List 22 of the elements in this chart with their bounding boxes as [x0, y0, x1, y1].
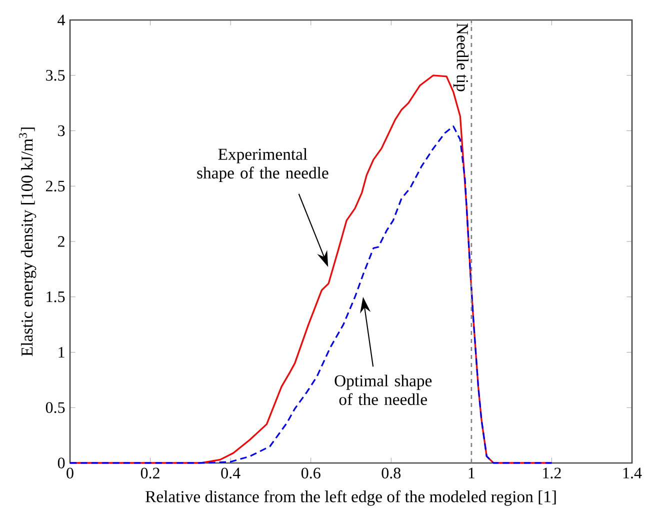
y-tick-label: 2.5	[46, 180, 65, 192]
y-tick-label: 3.5	[46, 70, 65, 81]
annotation: Experimental shape of the needle	[197, 148, 328, 182]
y-tick-label: 4	[58, 14, 66, 26]
annotation: Optimal shape of the needle	[334, 374, 432, 406]
x-tick-label: 1.4	[623, 468, 642, 478]
x-tick-label: 0.2	[140, 468, 160, 479]
x-tick-label: 0.8	[382, 468, 401, 479]
y-tick-label: 1	[58, 346, 64, 358]
ref-line-label: Needle tip	[453, 23, 468, 92]
y-axis-title: Elastic energy density [100 kJ/m$^{3}$]	[19, 128, 36, 356]
x-tick-label: 0.6	[301, 468, 320, 479]
y-tick-label: 0.5	[46, 402, 65, 414]
x-tick-label: 1.2	[543, 468, 561, 479]
x-axis-title: Relative distance from the left edge of the modeled region [1]	[146, 490, 556, 506]
x-tick-label: 1	[468, 468, 474, 478]
y-tick-label: 1.5	[46, 291, 65, 302]
x-tick-label: 0.4	[221, 468, 240, 479]
y-tick-label: 0	[58, 458, 65, 468]
y-tick-label: 3	[58, 125, 65, 136]
x-tick-label: 0	[66, 468, 74, 478]
y-tick-label: 2	[58, 236, 64, 247]
